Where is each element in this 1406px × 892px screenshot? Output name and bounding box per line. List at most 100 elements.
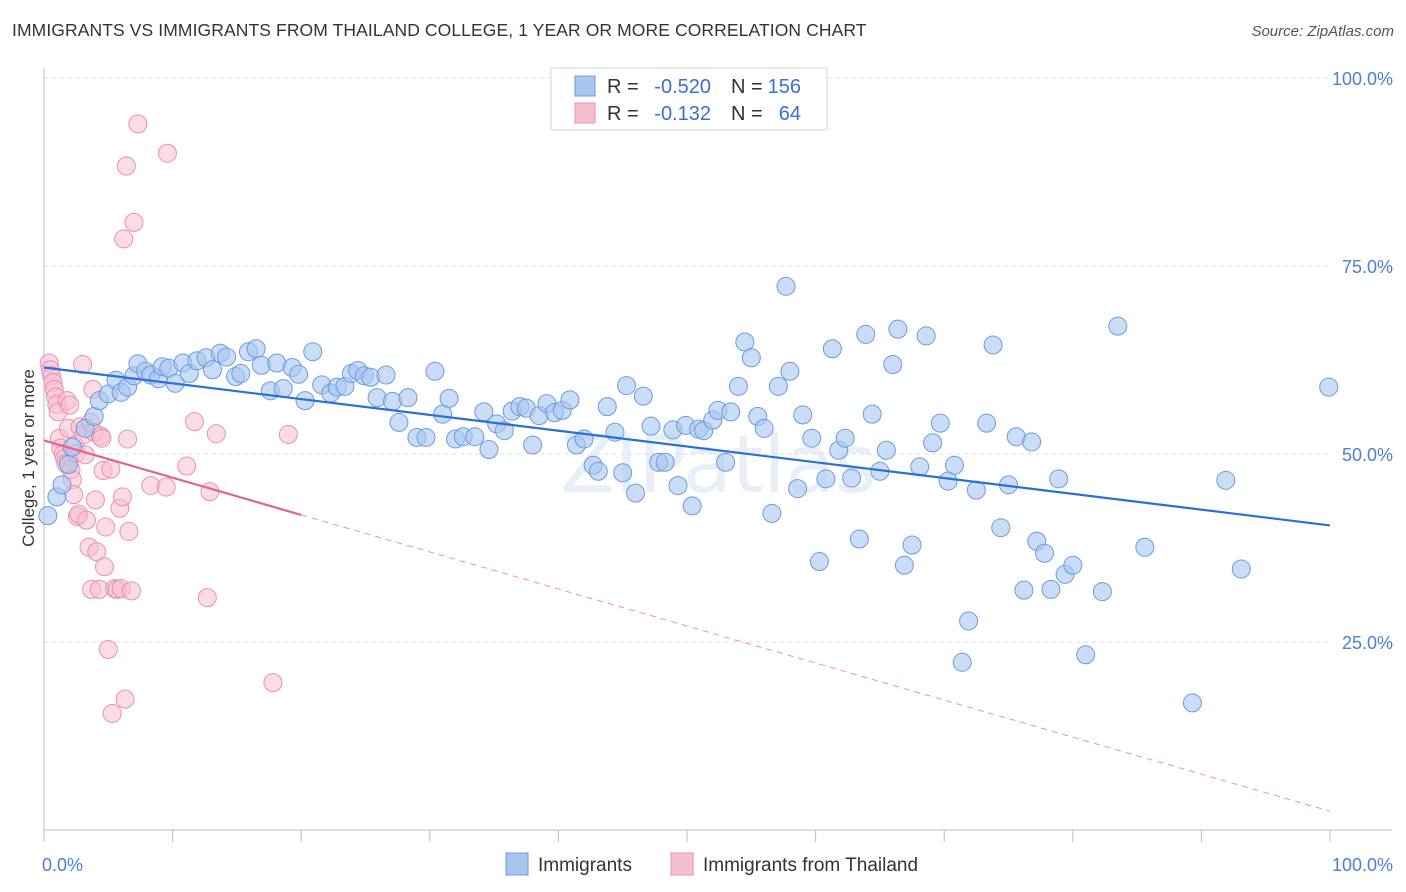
data-point-immigrants: [641, 416, 661, 436]
series-thailand-points: [39, 114, 298, 723]
data-point-thailand: [114, 229, 134, 249]
legend-n-label: N =: [731, 103, 763, 125]
data-point-immigrants: [809, 552, 829, 572]
data-point-thailand: [76, 510, 96, 530]
data-point-immigrants: [682, 496, 702, 516]
data-point-immigrants: [231, 364, 251, 384]
data-point-thailand: [200, 482, 220, 502]
data-point-thailand: [156, 477, 176, 497]
y-tick-label: 75.0%: [1342, 257, 1393, 277]
data-point-immigrants: [923, 433, 943, 453]
bottom-legend-swatch-thailand: [670, 852, 694, 876]
data-point-immigrants: [217, 347, 237, 367]
data-point-thailand: [184, 412, 204, 432]
legend-r-value: -0.520: [654, 76, 711, 98]
data-point-thailand: [157, 143, 177, 163]
legend-n-value: 156: [768, 76, 801, 98]
data-point-immigrants: [479, 439, 499, 459]
data-point-immigrants: [862, 404, 882, 424]
data-point-immigrants: [425, 361, 445, 381]
data-point-immigrants: [762, 503, 782, 523]
data-point-immigrants: [728, 376, 748, 396]
data-point-immigrants: [1014, 580, 1034, 600]
data-point-thailand: [85, 490, 105, 510]
data-point-immigrants: [894, 555, 914, 575]
data-point-thailand: [73, 355, 93, 375]
data-point-immigrants: [888, 319, 908, 339]
bottom-legend-label-immigrants: Immigrants: [538, 855, 632, 876]
data-point-immigrants: [1092, 582, 1112, 602]
data-point-immigrants: [62, 437, 82, 457]
data-point-thailand: [60, 395, 80, 415]
y-tick-label: 100.0%: [1332, 69, 1393, 89]
data-point-thailand: [263, 673, 283, 693]
data-point-immigrants: [983, 335, 1003, 355]
chart-source: Source: ZipAtlas.com: [1251, 23, 1394, 40]
data-point-immigrants: [1231, 559, 1251, 579]
data-point-thailand: [118, 429, 138, 449]
data-point-immigrants: [1135, 537, 1155, 557]
data-point-immigrants: [668, 476, 688, 496]
y-axis-title: College, 1 year or more: [19, 369, 38, 547]
data-point-immigrants: [883, 355, 903, 375]
data-point-immigrants: [494, 421, 514, 441]
data-point-immigrants: [1076, 645, 1096, 665]
data-point-immigrants: [84, 406, 104, 426]
data-point-immigrants: [977, 413, 997, 433]
data-point-immigrants: [780, 361, 800, 381]
data-point-thailand: [96, 517, 116, 537]
data-point-immigrants: [842, 468, 862, 488]
data-point-immigrants: [822, 339, 842, 359]
chart-title: IMMIGRANTS VS IMMIGRANTS FROM THAILAND C…: [12, 20, 867, 40]
data-point-immigrants: [816, 469, 836, 489]
data-point-immigrants: [560, 390, 580, 410]
data-point-immigrants: [716, 452, 736, 472]
y-tick-label: 25.0%: [1342, 633, 1393, 653]
legend-r-label: R =: [607, 76, 639, 98]
data-point-immigrants: [523, 435, 543, 455]
data-point-immigrants: [788, 479, 808, 499]
data-point-immigrants: [1108, 316, 1128, 336]
data-point-immigrants: [741, 348, 761, 368]
data-point-immigrants: [876, 440, 896, 460]
data-point-immigrants: [902, 535, 922, 555]
data-point-immigrants: [597, 397, 617, 417]
data-point-thailand: [278, 424, 298, 444]
data-point-immigrants: [389, 412, 409, 432]
data-point-immigrants: [246, 339, 266, 359]
data-point-thailand: [121, 581, 141, 601]
data-point-immigrants: [1182, 693, 1202, 713]
y-tick-labels: 100.0% 75.0% 50.0% 25.0%: [1332, 69, 1393, 653]
legend-swatch-immigrants: [574, 75, 596, 97]
data-point-immigrants: [398, 388, 418, 408]
data-point-immigrants: [58, 455, 78, 475]
data-point-immigrants: [1041, 579, 1061, 599]
data-point-thailand: [177, 456, 197, 476]
data-point-immigrants: [802, 428, 822, 448]
data-point-immigrants: [202, 360, 222, 380]
data-point-immigrants: [1319, 377, 1339, 397]
x-tick-labels: 0.0% 100.0%: [42, 855, 1393, 875]
legend-swatch-thailand: [574, 102, 596, 124]
data-point-immigrants: [1063, 555, 1083, 575]
data-point-thailand: [128, 114, 148, 134]
data-point-immigrants: [273, 379, 293, 399]
legend-n-label: N =: [731, 76, 763, 98]
data-point-immigrants: [849, 529, 869, 549]
data-point-immigrants: [626, 483, 646, 503]
legend-n-value: 64: [779, 103, 801, 125]
legend-r-value: -0.132: [654, 103, 711, 125]
data-point-thailand: [206, 424, 226, 444]
data-point-immigrants: [439, 388, 459, 408]
data-point-immigrants: [289, 364, 309, 384]
data-point-immigrants: [613, 463, 633, 483]
bottom-legend-label-thailand: Immigrants from Thailand: [703, 855, 918, 876]
data-point-immigrants: [376, 365, 396, 385]
grid-lines: [44, 77, 1330, 643]
trend-lines: [43, 366, 1331, 812]
data-point-thailand: [124, 212, 144, 232]
correlation-legend: R = -0.520 N = 156 R = -0.132 N = 64: [550, 67, 828, 131]
data-point-thailand: [98, 640, 118, 660]
axes: [43, 68, 1392, 842]
data-point-immigrants: [655, 452, 675, 472]
